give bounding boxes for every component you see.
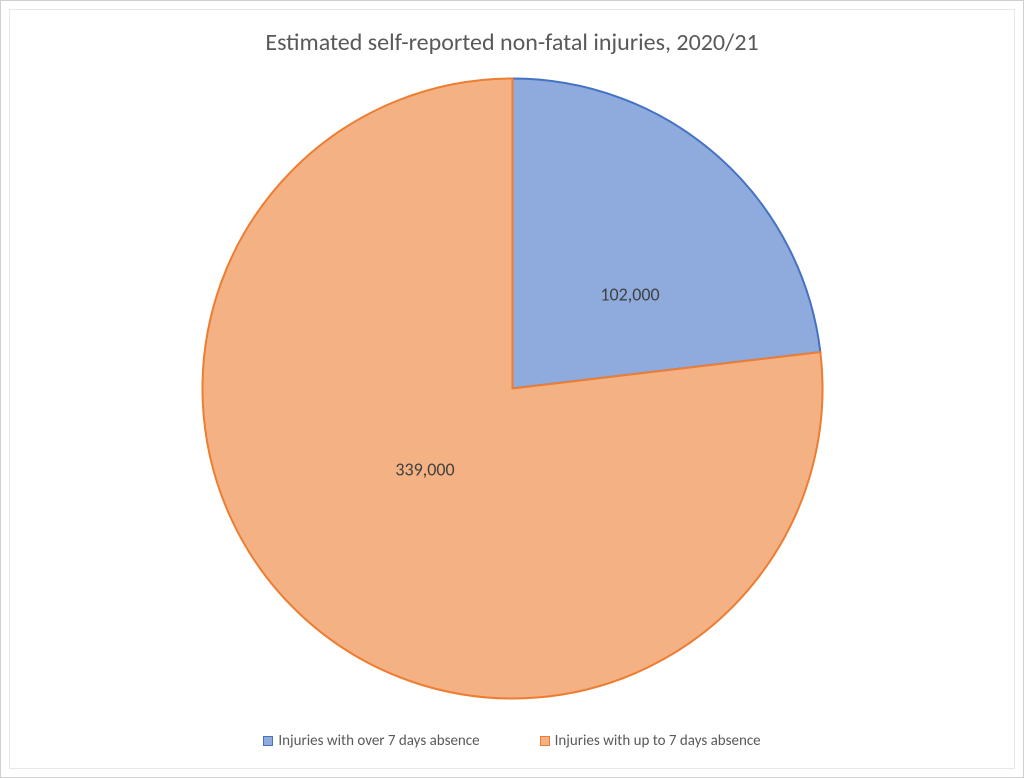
legend-label-1: Injuries with up to 7 days absence [555,732,761,750]
pie-wrapper: 102,000 339,000 [10,76,1014,708]
data-label-0: 102,000 [600,283,659,305]
data-label-1: 339,000 [395,458,454,480]
legend-swatch-1 [540,736,550,746]
chart-title: Estimated self-reported non-fatal injuri… [10,10,1014,57]
legend-swatch-0 [263,736,273,746]
legend-item-0: Injuries with over 7 days absence [263,732,479,750]
legend-label-0: Injuries with over 7 days absence [278,732,479,750]
chart-plot-area: Estimated self-reported non-fatal injuri… [9,9,1015,769]
pie-chart: 102,000 339,000 [200,76,825,701]
legend-item-1: Injuries with up to 7 days absence [540,732,761,750]
pie-slice-0 [512,79,820,389]
legend: Injuries with over 7 days absence Injuri… [10,732,1014,750]
chart-container: Estimated self-reported non-fatal injuri… [0,0,1024,778]
